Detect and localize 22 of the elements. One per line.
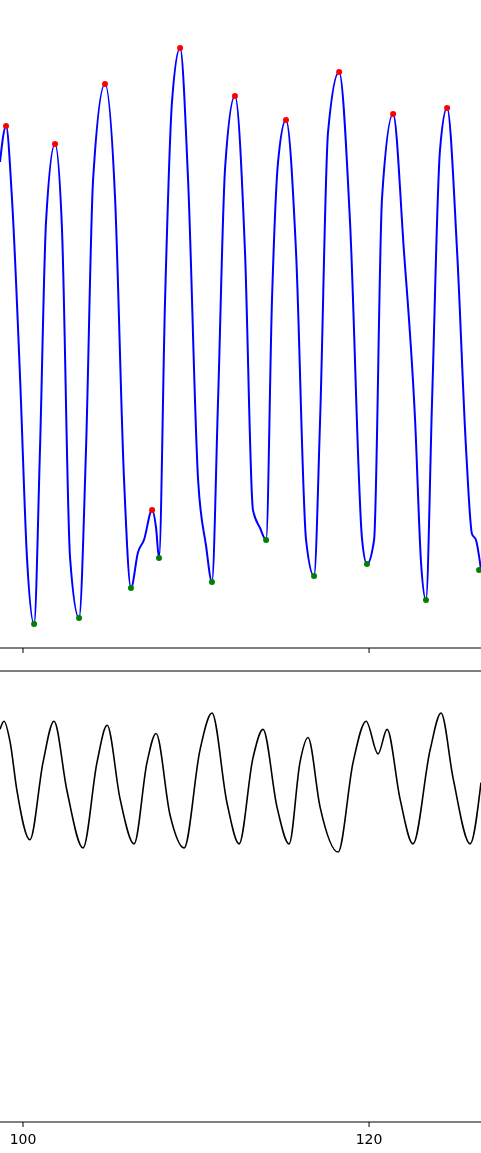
point	[444, 105, 451, 111]
point	[336, 69, 343, 75]
point	[231, 93, 238, 99]
point	[208, 579, 215, 585]
point	[283, 117, 290, 123]
x-tick-label: 100	[9, 1131, 37, 1147]
point	[31, 621, 38, 627]
point	[3, 123, 10, 129]
point	[76, 615, 83, 621]
point	[363, 561, 370, 567]
point	[476, 567, 481, 573]
point	[102, 81, 109, 87]
point	[156, 555, 163, 561]
x-tick-label: 120	[355, 1131, 383, 1147]
point	[149, 507, 156, 513]
point	[422, 597, 429, 603]
point	[263, 537, 270, 543]
point	[177, 45, 184, 51]
point	[52, 141, 59, 147]
point	[127, 585, 134, 591]
point	[390, 111, 397, 117]
point	[311, 573, 318, 579]
